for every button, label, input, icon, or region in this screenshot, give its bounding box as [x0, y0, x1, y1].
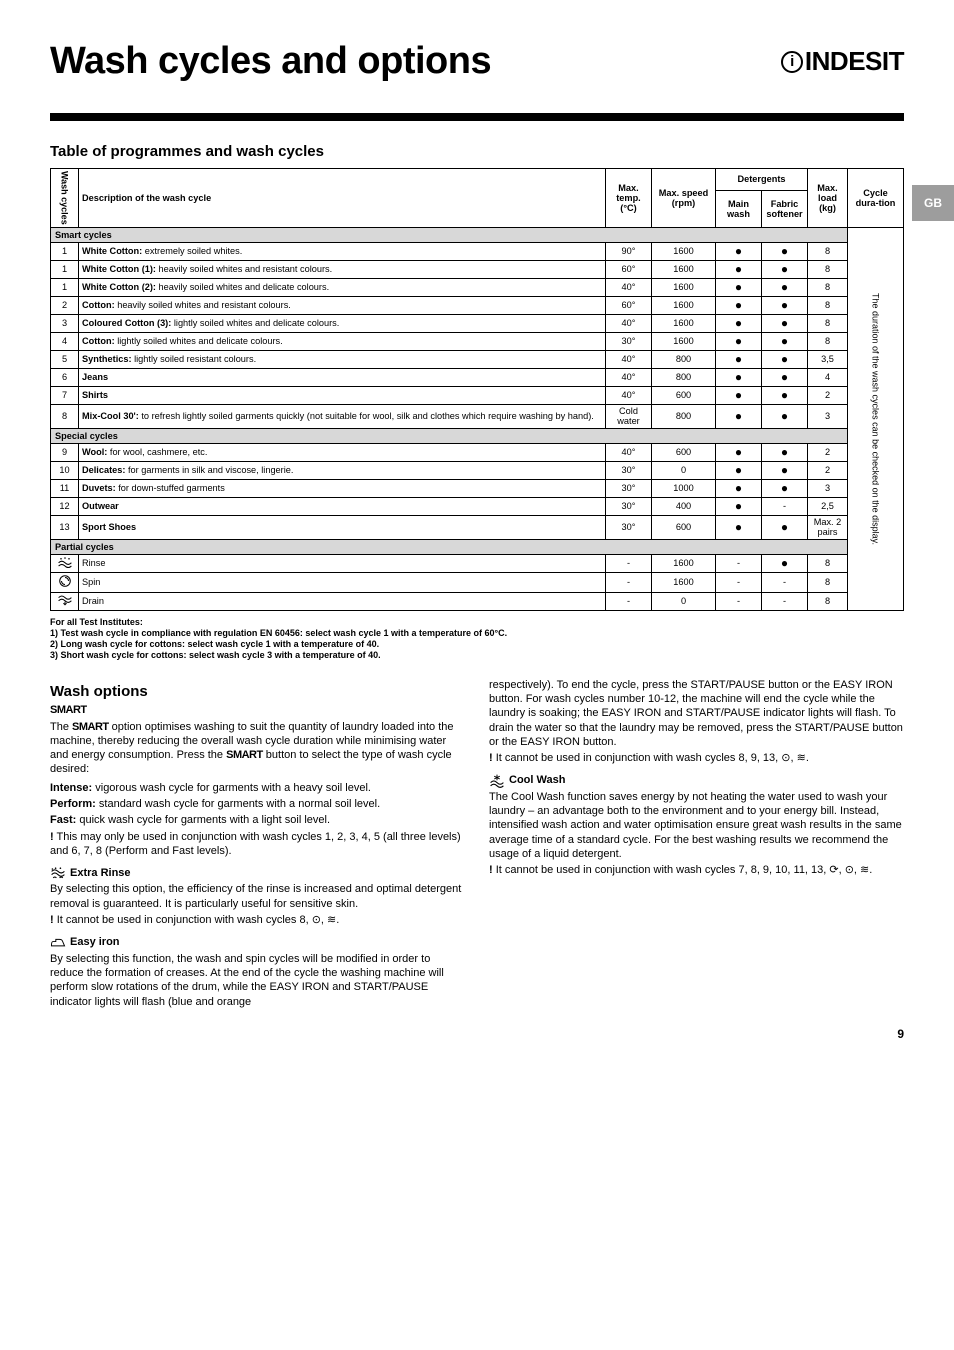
language-tab: GB: [912, 185, 954, 221]
section-band: Special cycles: [51, 428, 904, 443]
table-row: 13Sport Shoes30°600●●Max. 2 pairs: [51, 515, 904, 539]
table-row: 12Outwear30°400●-2,5: [51, 497, 904, 515]
table-heading: Table of programmes and wash cycles: [50, 143, 904, 160]
th-temp: Max. temp. (°C): [606, 169, 652, 228]
table-row: 9Wool: for wool, cashmere, etc.40°600●●2: [51, 443, 904, 461]
table-row: 1White Cotton (2): heavily soiled whites…: [51, 278, 904, 296]
th-duration: Cycle dura-tion: [848, 169, 904, 228]
table-row: 6Jeans40°800●●4: [51, 368, 904, 386]
th-idx: Wash cycles: [51, 169, 79, 228]
programmes-table: Wash cycles Description of the wash cycl…: [50, 168, 904, 611]
divider: [50, 113, 904, 121]
smart-label: SMART: [50, 703, 465, 717]
table-row: 11Duvets: for down-stuffed garments30°10…: [51, 479, 904, 497]
table-row: Rinse-1600-●8: [51, 554, 904, 572]
table-row: Spin-1600--8: [51, 572, 904, 592]
easy-iron-heading: Easy iron: [50, 935, 465, 949]
table-row: 4Cotton: lightly soiled whites and delic…: [51, 332, 904, 350]
page-number: 9: [897, 1027, 904, 1041]
extra-rinse-icon: [50, 866, 66, 880]
th-main: Main wash: [716, 190, 762, 227]
duration-note: The duration of the wash cycles can be c…: [848, 227, 904, 610]
brand-text: INDESIT: [805, 46, 904, 77]
th-desc: Description of the wash cycle: [79, 169, 606, 228]
table-row: 2Cotton: heavily soiled whites and resis…: [51, 296, 904, 314]
table-row: 8Mix-Cool 30': to refresh lightly soiled…: [51, 404, 904, 428]
th-load: Max. load (kg): [808, 169, 848, 228]
table-row: 1White Cotton: extremely soiled whites.9…: [51, 242, 904, 260]
left-column: Wash options SMART The SMART option opti…: [50, 676, 465, 1011]
th-softener: Fabric softener: [762, 190, 808, 227]
brand-dot-icon: i: [781, 51, 803, 73]
table-row: 5Synthetics: lightly soiled resistant co…: [51, 350, 904, 368]
page-title: Wash cycles and options: [50, 40, 491, 83]
cool-wash-heading: Cool Wash: [489, 773, 904, 787]
extra-rinse-heading: Extra Rinse: [50, 866, 465, 880]
table-row: 3Coloured Cotton (3): lightly soiled whi…: [51, 314, 904, 332]
right-column: respectively). To end the cycle, press t…: [489, 676, 904, 1011]
cool-wash-icon: [489, 774, 505, 788]
th-speed: Max. speed (rpm): [652, 169, 716, 228]
brand-logo: i INDESIT: [781, 46, 904, 77]
smart-intro: The SMART option optimises washing to su…: [50, 720, 465, 777]
table-row: Drain-0--8: [51, 592, 904, 610]
easy-iron-icon: [50, 936, 66, 950]
th-detergents: Detergents: [716, 169, 808, 191]
section-band: Smart cyclesThe duration of the wash cyc…: [51, 227, 904, 242]
wash-options-heading: Wash options: [50, 682, 465, 702]
table-row: 7Shirts40°600●●2: [51, 386, 904, 404]
section-band: Partial cycles: [51, 539, 904, 554]
table-row: 1White Cotton (1): heavily soiled whites…: [51, 260, 904, 278]
footnotes: For all Test Institutes:1) Test wash cyc…: [50, 617, 904, 662]
table-row: 10Delicates: for garments in silk and vi…: [51, 461, 904, 479]
